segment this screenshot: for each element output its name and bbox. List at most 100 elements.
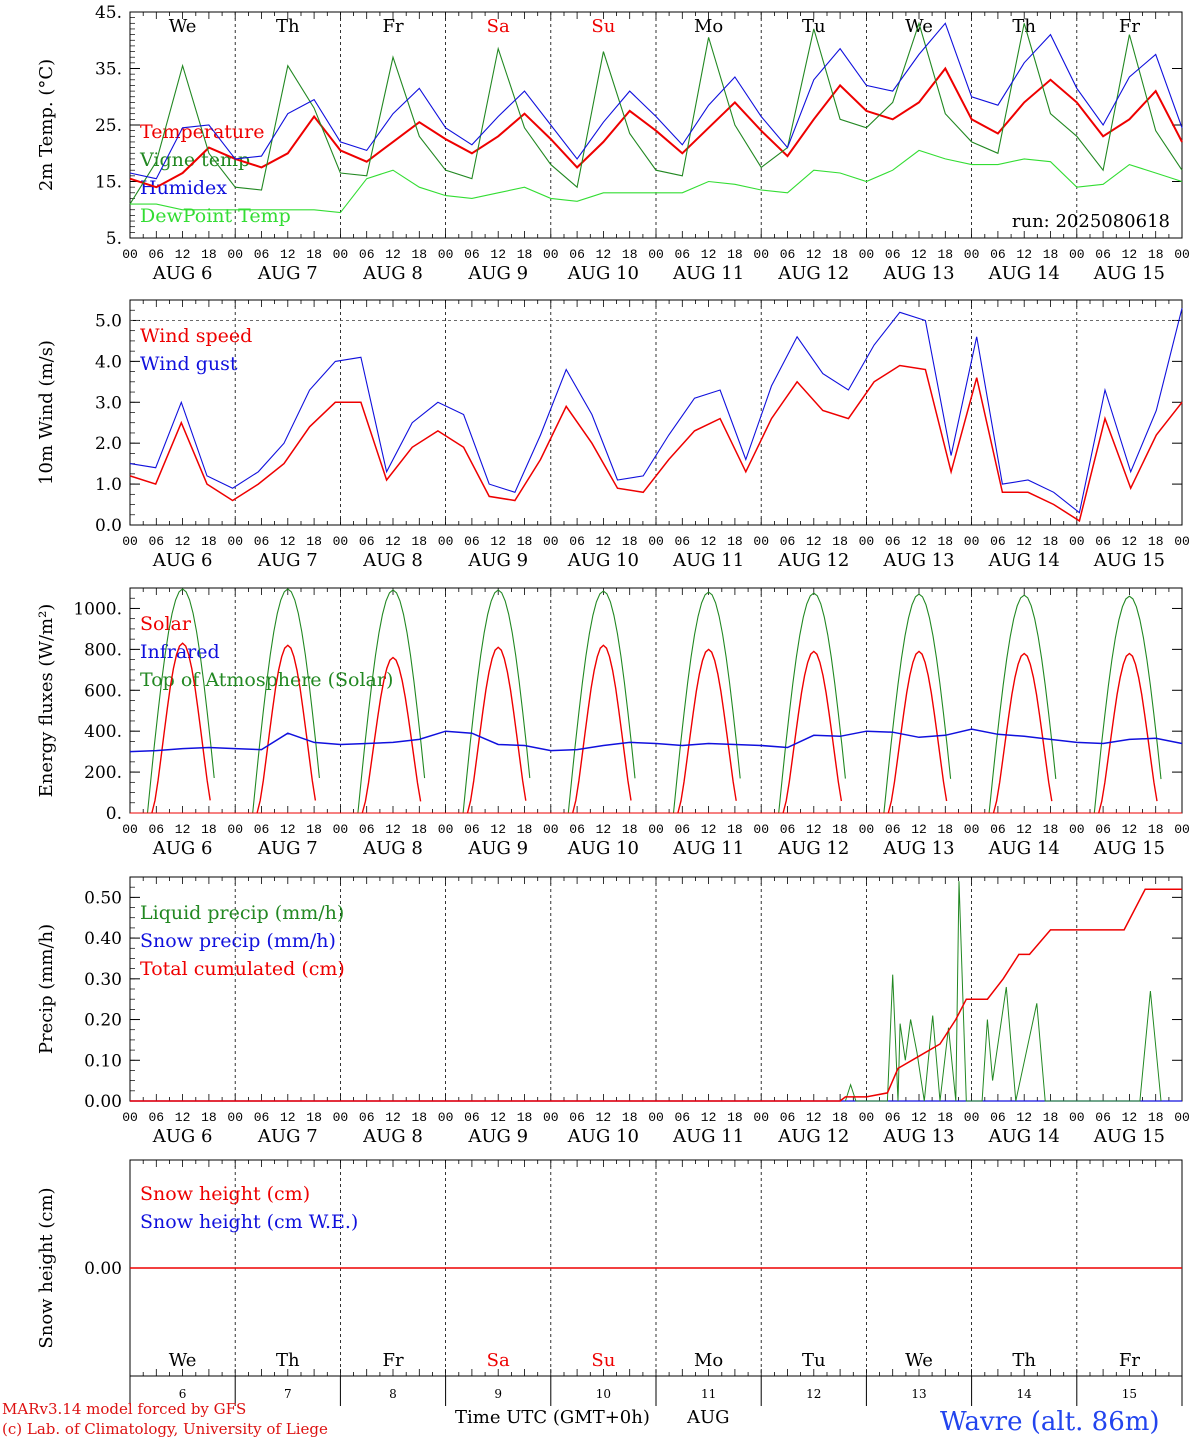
weekday-label: Mo	[694, 1350, 723, 1371]
weekday-label: Fr	[382, 1350, 403, 1371]
hour-label: 12	[806, 247, 822, 262]
panel-5: 0.00 Snow height (cm) Snow height (cm) Snow…	[36, 1159, 1183, 1406]
hour-label: 18	[622, 247, 638, 262]
hour-label: 12	[911, 1110, 927, 1125]
hour-label: 00	[333, 822, 349, 837]
day-number-label: 6	[179, 1387, 187, 1401]
date-label: AUG 9	[467, 550, 528, 571]
date-label: AUG 11	[672, 1126, 744, 1147]
hour-label: 12	[1016, 822, 1032, 837]
hour-label: 00	[333, 1110, 349, 1125]
day-number-label: 8	[389, 1387, 397, 1401]
hour-ticks	[129, 588, 1183, 813]
hour-label: 06	[254, 822, 270, 837]
hour-label: 06	[780, 1110, 796, 1125]
hour-label: 12	[596, 822, 612, 837]
hour-label: 18	[517, 247, 533, 262]
y-axis-label: Precip (mm/h)	[36, 924, 57, 1054]
hour-label: 18	[622, 534, 638, 549]
x-axis-label: Time UTC (GMT+0h)	[455, 1407, 650, 1428]
solar-day-6	[677, 648, 737, 814]
hour-ticks	[129, 877, 1183, 1101]
hour-label: 00	[1069, 822, 1085, 837]
day-number-label: 11	[701, 1387, 716, 1401]
legend-item-2: Snow precip (mm/h)	[140, 930, 336, 952]
hour-label: 18	[201, 534, 217, 549]
hour-label: 00	[1174, 822, 1190, 837]
hour-label: 06	[674, 1110, 690, 1125]
weekday-label: Th	[276, 1350, 300, 1371]
weekday-label: Th	[276, 16, 300, 37]
date-label: AUG 6	[152, 263, 213, 284]
hour-label: 00	[964, 534, 980, 549]
hour-ticks	[129, 1160, 1183, 1376]
weekday-label: Th	[1012, 16, 1036, 37]
hour-label: 12	[596, 247, 612, 262]
hour-label: 00	[438, 1110, 454, 1125]
hour-label: 06	[780, 822, 796, 837]
date-label: AUG 6	[152, 1126, 213, 1147]
hour-label: 06	[359, 1110, 375, 1125]
hour-label: 00	[543, 822, 559, 837]
y-axis-label: Energy fluxes (W/m²)	[36, 604, 57, 798]
hour-label: 06	[674, 822, 690, 837]
hour-label: 06	[464, 534, 480, 549]
date-label: AUG 12	[777, 1126, 849, 1147]
cumulated-precip-series	[130, 888, 1182, 1102]
hour-label: 00	[1069, 534, 1085, 549]
hour-label: 12	[1122, 247, 1138, 262]
hour-label: 12	[385, 1110, 401, 1125]
weekday-label: We	[905, 16, 933, 37]
series-wind-gust	[129, 308, 1183, 514]
hour-label: 06	[254, 1110, 270, 1125]
hour-label: 06	[990, 247, 1006, 262]
hour-label: 12	[806, 534, 822, 549]
hour-label: 12	[280, 822, 296, 837]
y-tick-label: 45.	[95, 3, 122, 23]
hour-label: 06	[1095, 534, 1111, 549]
solar-day-4	[466, 646, 527, 814]
hour-label: 12	[280, 247, 296, 262]
hour-label: 18	[411, 1110, 427, 1125]
hour-label: 00	[1174, 534, 1190, 549]
legend-item-3: Total cumulated (cm)	[140, 958, 345, 980]
hour-label: 00	[438, 247, 454, 262]
date-label: AUG 14	[988, 550, 1060, 571]
hour-label: 12	[701, 1110, 717, 1125]
date-label: AUG 8	[362, 838, 423, 859]
toa-solar-day-5	[567, 590, 636, 814]
legend-item-2: Wind gust	[140, 353, 238, 375]
y-tick-label: 0.10	[84, 1051, 122, 1071]
hour-label: 00	[227, 822, 243, 837]
hour-label: 06	[254, 247, 270, 262]
weekday-label: Sa	[487, 1350, 510, 1371]
hour-label: 12	[175, 822, 191, 837]
hour-label: 06	[885, 1110, 901, 1125]
hour-label: 18	[937, 1110, 953, 1125]
day-number-label: 7	[284, 1387, 292, 1401]
hour-label: 00	[122, 534, 138, 549]
panels: 5. 15. 25. 35. 45. 2m Temp. (°C) 00 06 12 18 00 06 1…	[36, 3, 1190, 1406]
hour-label: 06	[990, 1110, 1006, 1125]
hour-label: 18	[306, 822, 322, 837]
date-label: AUG 7	[257, 550, 318, 571]
hour-label: 18	[1148, 247, 1164, 262]
hour-label: 18	[937, 534, 953, 549]
hour-label: 12	[280, 534, 296, 549]
hour-label: 06	[1095, 247, 1111, 262]
date-label: AUG 9	[467, 1126, 528, 1147]
hour-label: 00	[122, 1110, 138, 1125]
date-label: AUG 8	[362, 1126, 423, 1147]
y-tick-label: 0.00	[84, 1259, 122, 1279]
hour-label: 06	[569, 534, 585, 549]
hour-label: 18	[411, 534, 427, 549]
hour-label: 00	[438, 822, 454, 837]
y-axis-label: 2m Temp. (°C)	[36, 59, 57, 191]
legend-item-4: DewPoint Temp	[140, 205, 291, 227]
liquid-precip-series	[844, 881, 1162, 1102]
hour-label: 00	[1174, 247, 1190, 262]
solar-day-1	[151, 642, 211, 814]
y-tick-label: 15.	[95, 173, 122, 193]
hour-label: 06	[780, 247, 796, 262]
hour-label: 12	[280, 1110, 296, 1125]
